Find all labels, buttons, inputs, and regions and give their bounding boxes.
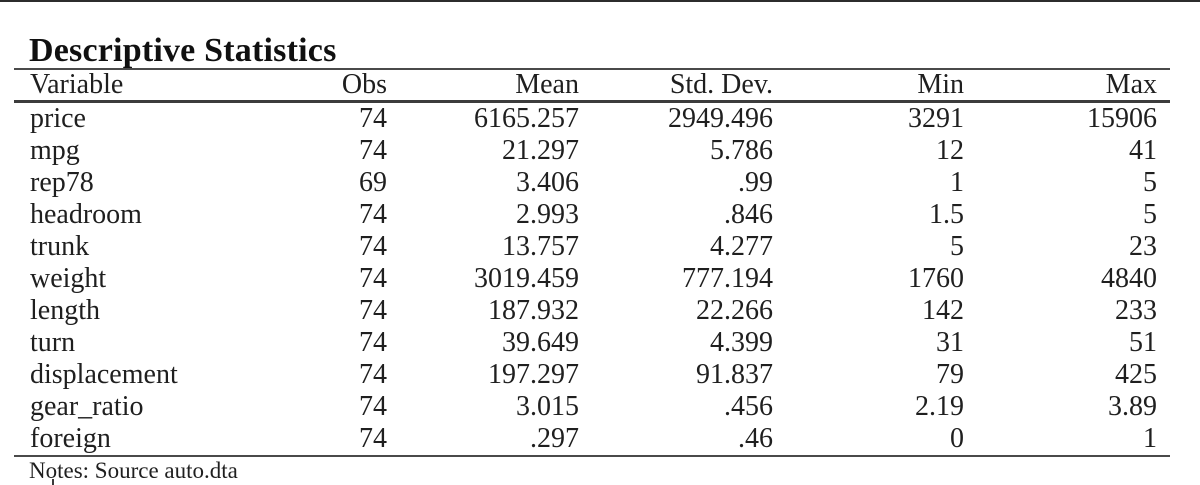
- cell-std-dev: 2949.496: [668, 103, 773, 134]
- cell-max: 23: [1129, 231, 1157, 262]
- cell-min: 0: [786, 423, 977, 457]
- cell-variable: weight: [30, 263, 107, 294]
- cell-std-dev: 22.266: [696, 295, 773, 326]
- cell-min: 1.5: [929, 199, 964, 230]
- cell-obs: 74: [359, 359, 387, 390]
- cell-variable: gear_ratio: [30, 391, 144, 422]
- cell-max: 5: [1143, 199, 1157, 230]
- cell-variable: displacement: [30, 359, 178, 390]
- table-row-weight: weight 74 3019.459 777.194 1760 4840: [14, 263, 1170, 295]
- table-row-displacement: displacement 74 197.297 91.837 79 425: [14, 359, 1170, 391]
- cell-mean: 197.297: [488, 359, 579, 390]
- cell-min: 79: [936, 359, 964, 390]
- cell-obs: 74: [359, 295, 387, 326]
- cell-std-dev: .46: [592, 423, 786, 457]
- cell-variable: trunk: [30, 231, 90, 262]
- column-header-max: Max: [977, 69, 1170, 103]
- cell-std-dev: 777.194: [682, 263, 773, 294]
- column-header-variable: Variable: [14, 69, 247, 103]
- cell-variable: rep78: [30, 167, 94, 198]
- cell-obs: 74: [359, 103, 387, 134]
- cell-std-dev: 4.399: [710, 327, 773, 358]
- column-header-mean: Mean: [400, 69, 592, 103]
- cell-variable: foreign: [14, 423, 247, 457]
- cell-obs: 74: [359, 391, 387, 422]
- table-row-rep78: rep78 69 3.406 .99 1 5: [14, 167, 1170, 199]
- column-header-obs: Obs: [247, 69, 400, 103]
- cell-mean: 3.015: [516, 391, 579, 422]
- cell-obs: 74: [359, 135, 387, 166]
- cell-std-dev: .846: [724, 199, 773, 230]
- cell-mean: 3019.459: [474, 263, 579, 294]
- cell-std-dev: 4.277: [710, 231, 773, 262]
- cell-mean: 187.932: [488, 295, 579, 326]
- cell-max: 15906: [1087, 103, 1157, 134]
- cell-obs: 74: [359, 231, 387, 262]
- descriptive-statistics-table: Variable Obs Mean Std. Dev. Min Max pric…: [14, 68, 1170, 457]
- cell-mean: .297: [400, 423, 592, 457]
- table-row-gear-ratio: gear_ratio 74 3.015 .456 2.19 3.89: [14, 391, 1170, 423]
- cell-min: 1: [950, 167, 964, 198]
- cell-obs: 74: [359, 263, 387, 294]
- page-top-edge-line: [0, 0, 1200, 2]
- cell-variable: length: [30, 295, 100, 326]
- cell-obs: 74: [247, 423, 400, 457]
- table-row-turn: turn 74 39.649 4.399 31 51: [14, 327, 1170, 359]
- cell-max: 3.89: [1108, 391, 1157, 422]
- cell-obs: 74: [359, 199, 387, 230]
- table-row-foreign: foreign 74 .297 .46 0 1: [14, 423, 1170, 457]
- header-row: Variable Obs Mean Std. Dev. Min Max: [14, 69, 1170, 103]
- table-title: Descriptive Statistics: [29, 32, 337, 69]
- cell-min: 5: [950, 231, 964, 262]
- cell-mean: 13.757: [502, 231, 579, 262]
- table-row-length: length 74 187.932 22.266 142 233: [14, 295, 1170, 327]
- stray-mark: [52, 479, 54, 485]
- table-row-trunk: trunk 74 13.757 4.277 5 23: [14, 231, 1170, 263]
- cell-std-dev: .99: [738, 167, 773, 198]
- cell-min: 2.19: [915, 391, 964, 422]
- cell-mean: 39.649: [502, 327, 579, 358]
- table-row-mpg: mpg 74 21.297 5.786 12 41: [14, 135, 1170, 167]
- cell-max: 233: [1115, 295, 1157, 326]
- cell-obs: 69: [359, 167, 387, 198]
- cell-max: 425: [1115, 359, 1157, 390]
- table-row-price: price 74 6165.257 2949.496 3291 15906: [14, 102, 1170, 136]
- table-notes: Notes: Source auto.dta: [29, 458, 238, 483]
- cell-mean: 21.297: [502, 135, 579, 166]
- cell-max: 1: [977, 423, 1170, 457]
- cell-min: 142: [922, 295, 964, 326]
- cell-max: 5: [1143, 167, 1157, 198]
- cell-min: 3291: [908, 103, 964, 134]
- cell-obs: 74: [359, 327, 387, 358]
- cell-max: 4840: [1101, 263, 1157, 294]
- cell-min: 12: [936, 135, 964, 166]
- cell-variable: headroom: [30, 199, 142, 230]
- cell-min: 31: [936, 327, 964, 358]
- column-header-std-dev: Std. Dev.: [592, 69, 786, 103]
- cell-min: 1760: [908, 263, 964, 294]
- cell-variable: price: [30, 103, 86, 134]
- column-header-min: Min: [786, 69, 977, 103]
- cell-max: 41: [1129, 135, 1157, 166]
- cell-mean: 6165.257: [474, 103, 579, 134]
- cell-std-dev: 5.786: [710, 135, 773, 166]
- cell-mean: 3.406: [516, 167, 579, 198]
- cell-variable: turn: [30, 327, 76, 358]
- cell-max: 51: [1129, 327, 1157, 358]
- table-row-headroom: headroom 74 2.993 .846 1.5 5: [14, 199, 1170, 231]
- cell-std-dev: .456: [724, 391, 773, 422]
- cell-mean: 2.993: [516, 199, 579, 230]
- cell-variable: mpg: [30, 135, 80, 166]
- cell-std-dev: 91.837: [696, 359, 773, 390]
